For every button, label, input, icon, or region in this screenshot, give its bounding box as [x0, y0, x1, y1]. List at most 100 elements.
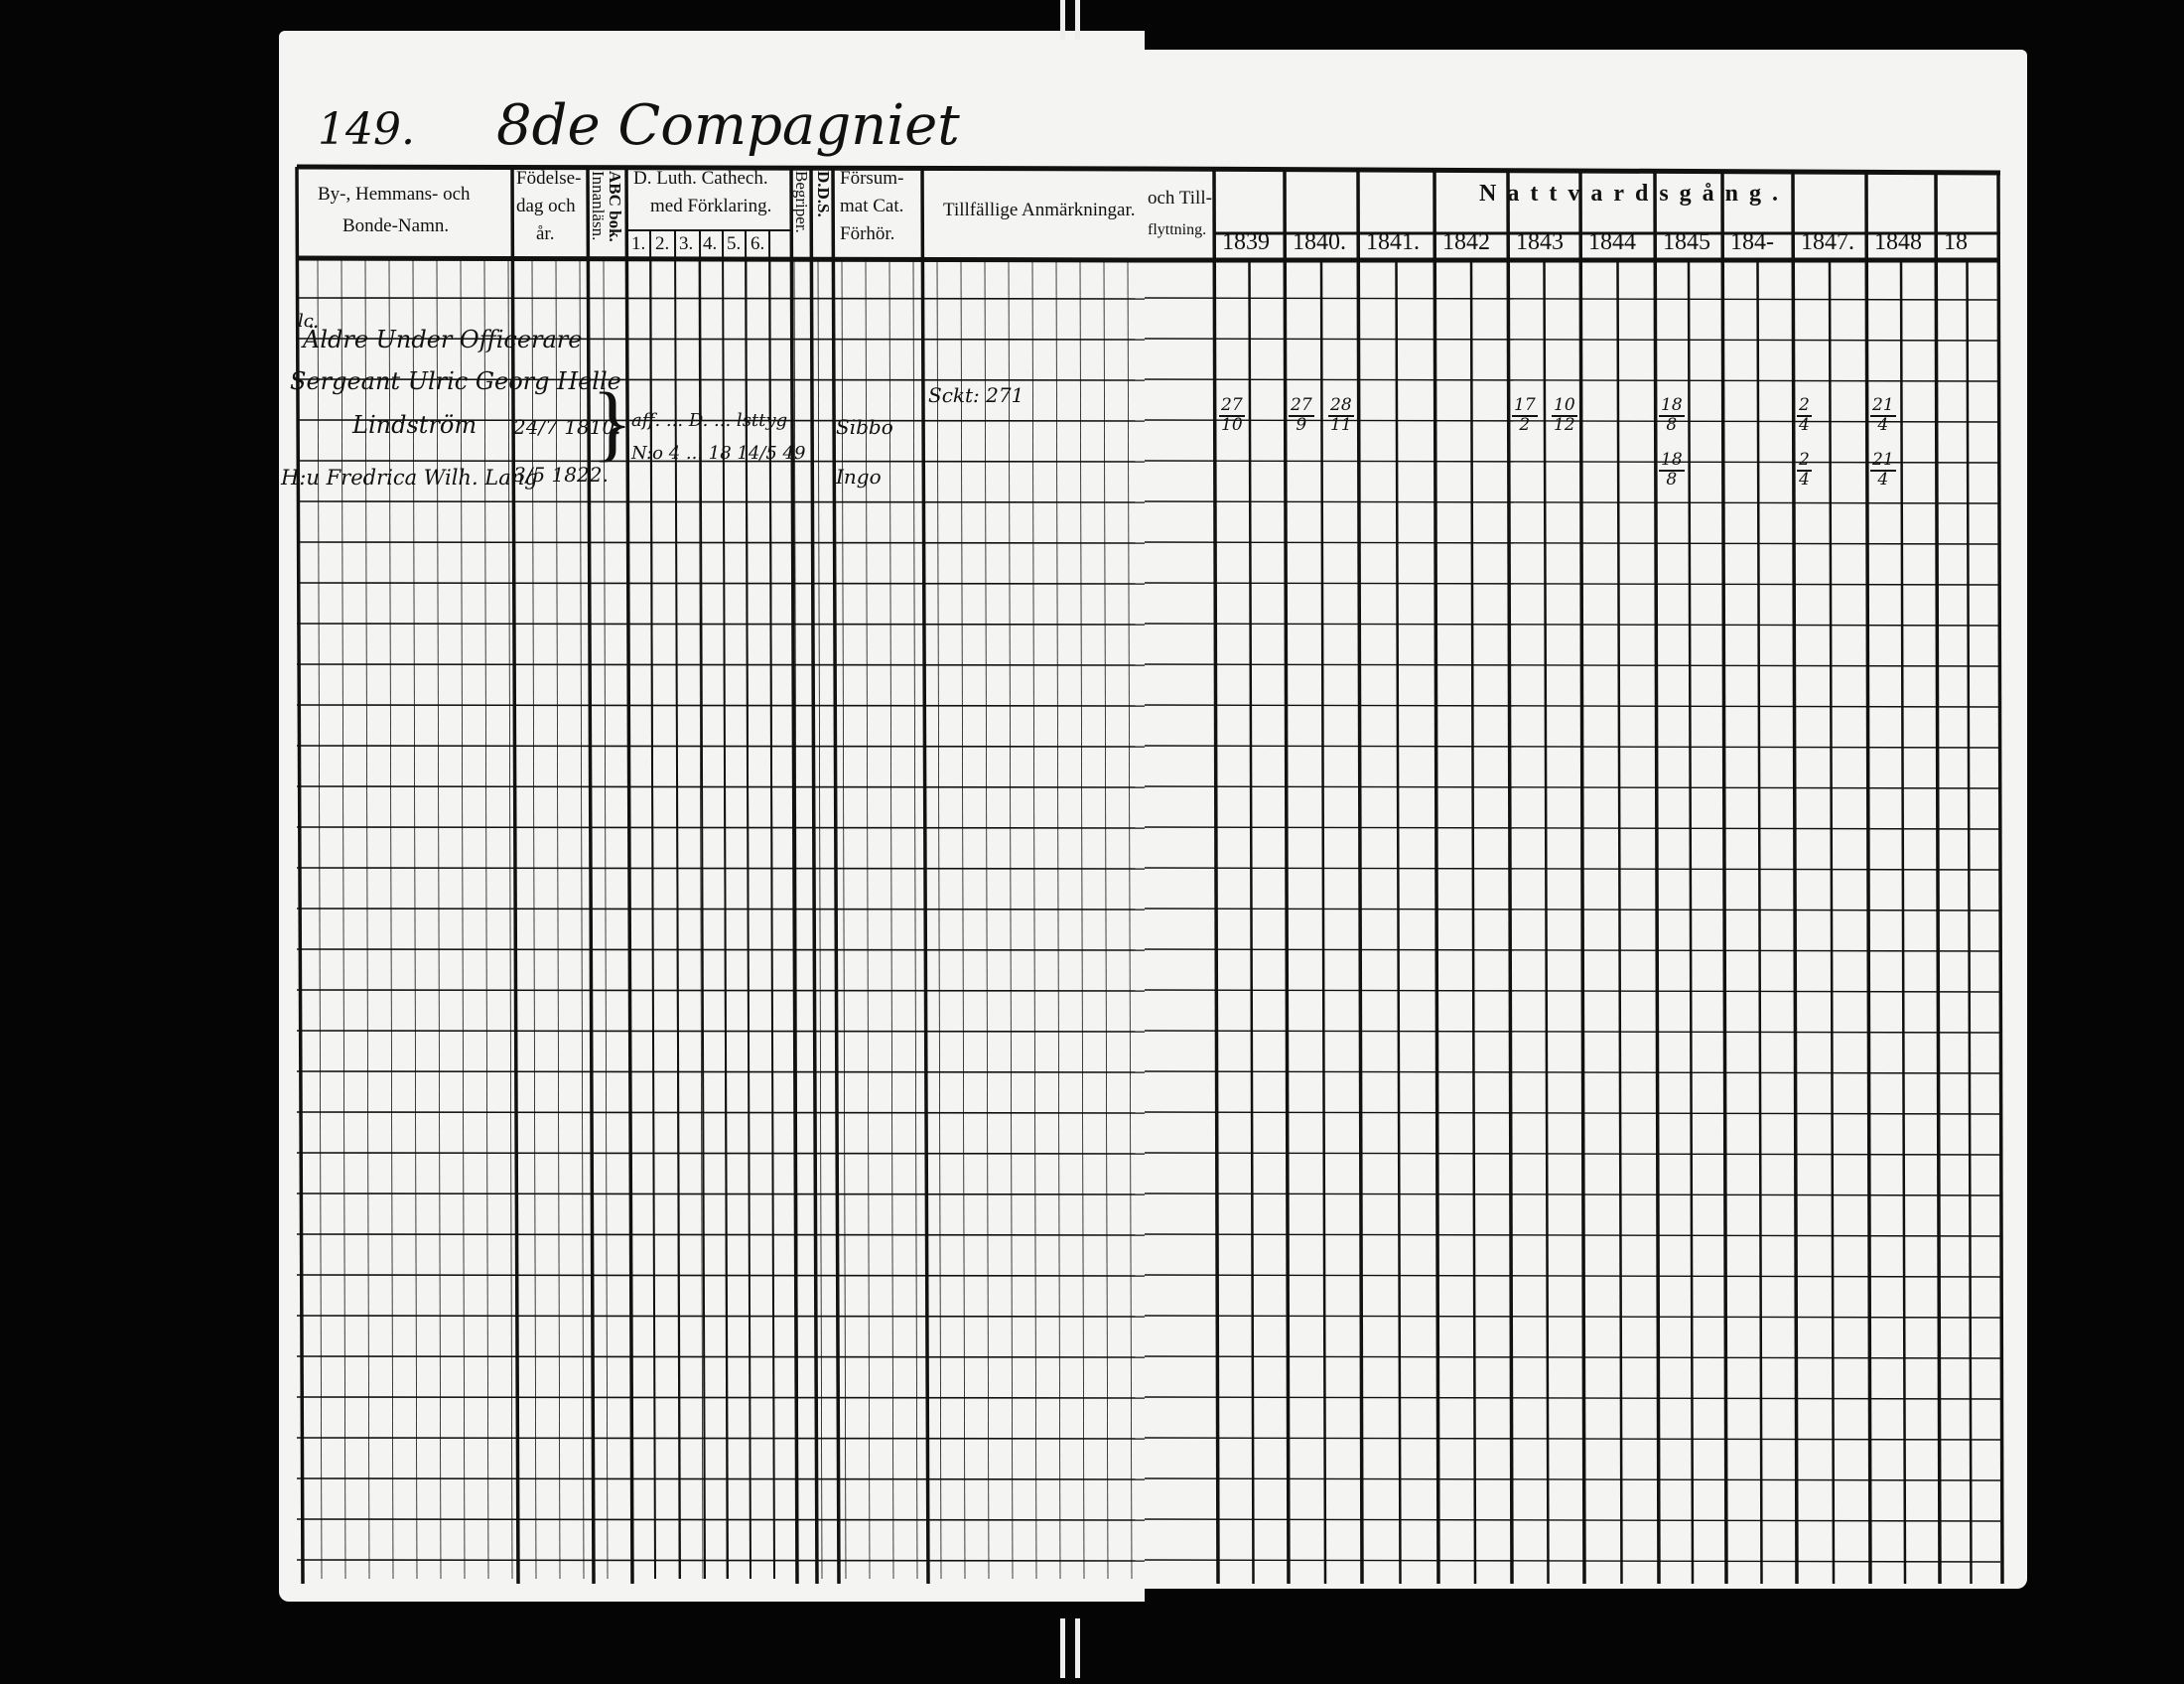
ruling-line: [626, 259, 632, 1580]
communion-month: 4: [1877, 414, 1889, 435]
ruling-line: [793, 259, 799, 1580]
year-header: 1847.: [1801, 229, 1854, 255]
ruling-line: [1079, 259, 1085, 1580]
half-year-rule: [1469, 259, 1477, 1585]
header-forsummat-line2: mat Cat.: [840, 196, 904, 216]
communion-day: 18: [1659, 395, 1685, 417]
ruling-line: [722, 259, 728, 1580]
row-rule: [1144, 745, 2001, 749]
communion-month: 2: [1519, 414, 1531, 435]
ruling-line: [483, 259, 489, 1580]
row-rule: [1144, 1152, 2001, 1156]
ruling-line: [1127, 259, 1133, 1580]
communion-day: 27: [1219, 395, 1245, 417]
column-rule: [586, 166, 596, 1585]
binding-mark-bottom: [1075, 1618, 1080, 1678]
row-rule: [1144, 785, 2001, 789]
left-page: [279, 31, 1145, 1602]
row-rule: [1144, 623, 2001, 627]
ruling-line: [388, 259, 394, 1580]
year-column-rule: [1791, 170, 1799, 1585]
entry-name: H:u Fredrica Wilh. Lang: [281, 466, 538, 490]
year-column-rule: [1934, 170, 1942, 1585]
ruling-line: [364, 259, 370, 1580]
communion-day: 21: [1870, 450, 1896, 472]
ruling-line: [698, 259, 704, 1580]
ruling-line: [674, 259, 680, 1580]
communion-day: 27: [1289, 395, 1314, 417]
communion-date: 27 9: [1289, 395, 1314, 435]
row-rule: [1144, 1518, 2001, 1522]
half-year-rule: [1828, 259, 1836, 1585]
ruling-line: [960, 259, 966, 1580]
ruling-line: [817, 259, 823, 1580]
column-rule: [510, 166, 520, 1585]
sub-column-rule: [699, 229, 706, 1580]
row-rule: [296, 623, 1146, 626]
column-rule: [789, 166, 799, 1585]
entry-catechism: aff. ... D. ... lsttyg: [631, 410, 788, 431]
entry-name-continued: Lindström: [352, 411, 478, 439]
row-rule: [1144, 1274, 2001, 1278]
ruling-line: [936, 259, 942, 1580]
column-rule: [831, 166, 841, 1585]
row-rule: [1144, 419, 2001, 423]
row-rule: [296, 1396, 1146, 1399]
entry-understanding: Sibbo: [836, 415, 893, 439]
ruling-line: [650, 259, 656, 1580]
ruling-line: [841, 259, 847, 1580]
row-rule: [1144, 541, 2001, 545]
communion-month: 4: [1799, 469, 1810, 490]
year-header: 1844: [1588, 229, 1636, 255]
row-rule: [296, 500, 1146, 503]
binding-mark-top: [1060, 0, 1065, 40]
row-rule: [296, 1437, 1146, 1440]
row-rule: [1144, 1233, 2001, 1237]
communion-day: 2: [1797, 395, 1812, 417]
header-abc: ABC bok.: [605, 171, 624, 242]
half-year-rule: [1687, 259, 1695, 1585]
ruling-line: [769, 259, 775, 1580]
row-rule: [296, 1070, 1146, 1073]
row-rule: [296, 1559, 1146, 1562]
communion-date: 10 12: [1552, 396, 1577, 435]
header-name-line1: By-, Hemmans- och: [318, 184, 471, 205]
row-rule: [1144, 297, 2001, 301]
binding-mark-bottom: [1060, 1618, 1065, 1678]
row-rule: [1144, 1315, 2001, 1319]
row-rule: [1144, 338, 2001, 342]
year-header: 184-: [1730, 229, 1774, 255]
ruling-line: [984, 259, 990, 1580]
header-moving-line2: flyttning.: [1148, 221, 1207, 238]
row-rule: [296, 1355, 1146, 1358]
row-rule: [296, 1152, 1146, 1155]
header-catech-sub: 2.: [655, 233, 670, 254]
row-rule: [1144, 1396, 2001, 1400]
header-remarks: Tillfällige Anmärkningar.: [943, 200, 1136, 220]
header-forsummat-line3: Förhör.: [840, 223, 895, 244]
row-rule: [1144, 1355, 2001, 1359]
year-header: 1841.: [1366, 229, 1420, 255]
year-column-rule: [1578, 170, 1586, 1585]
communion-date: 18 8: [1659, 395, 1685, 435]
header-moving-line1: och Till-: [1148, 188, 1212, 209]
brace: }: [592, 374, 633, 470]
row-rule: [1144, 1193, 2001, 1196]
row-rule: [296, 582, 1146, 585]
row-rule: [296, 338, 1146, 341]
row-rule: [1144, 1070, 2001, 1074]
communion-day: 2: [1797, 450, 1812, 472]
row-rule: [296, 378, 1146, 381]
communion-day: 21: [1870, 395, 1896, 417]
header-top-rule: [1144, 166, 2001, 176]
header-birth-line3: år.: [536, 223, 555, 244]
row-rule: [296, 460, 1146, 463]
header-begriper: Begriper.: [791, 171, 811, 233]
communion-month: 8: [1666, 469, 1678, 490]
entry-title-marker: lc: [298, 311, 314, 332]
row-rule: [1144, 948, 2001, 952]
communion-date: 21 4: [1870, 450, 1896, 490]
entry-birth: 24/7 1810.: [513, 415, 621, 439]
